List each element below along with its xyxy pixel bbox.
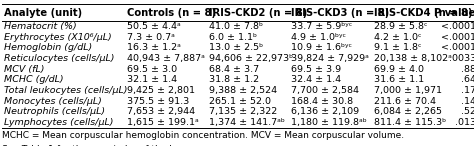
Text: Neutrophils (cells/μL): Neutrophils (cells/μL) bbox=[4, 107, 105, 116]
Text: 50.5 ± 4.4ᵃ: 50.5 ± 4.4ᵃ bbox=[127, 22, 181, 31]
Text: 41.0 ± 7.8ᵇ: 41.0 ± 7.8ᵇ bbox=[209, 22, 263, 31]
Text: 20,138 ± 8,102ᵃ: 20,138 ± 8,102ᵃ bbox=[374, 54, 452, 63]
Text: 4.2 ± 1.0ᶜ: 4.2 ± 1.0ᶜ bbox=[374, 33, 421, 42]
Text: 265.1 ± 52.0: 265.1 ± 52.0 bbox=[209, 97, 271, 106]
Text: 7,653 ± 2,944: 7,653 ± 2,944 bbox=[127, 107, 195, 116]
Text: 10.9 ± 1.6ᵇʸᶜ: 10.9 ± 1.6ᵇʸᶜ bbox=[292, 43, 353, 52]
Text: 39,824 ± 7,929ᵃ: 39,824 ± 7,929ᵃ bbox=[292, 54, 369, 63]
Text: .013: .013 bbox=[455, 118, 474, 127]
Text: MCV (fL): MCV (fL) bbox=[4, 65, 45, 74]
Text: Reticulocytes (cells/μL): Reticulocytes (cells/μL) bbox=[4, 54, 115, 63]
Text: 40,943 ± 7,887ᵃ: 40,943 ± 7,887ᵃ bbox=[127, 54, 204, 63]
Text: 6,084 ± 2,265: 6,084 ± 2,265 bbox=[374, 107, 442, 116]
Text: 9,388 ± 2,524: 9,388 ± 2,524 bbox=[209, 86, 277, 95]
Text: MCHC = Mean corpuscular hemoglobin concentration. MCV = Mean corpuscular volume.: MCHC = Mean corpuscular hemoglobin conce… bbox=[2, 131, 404, 140]
Text: 7,135 ± 2,322: 7,135 ± 2,322 bbox=[209, 107, 277, 116]
Text: IRIS-CKD4 (n = 8): IRIS-CKD4 (n = 8) bbox=[374, 8, 472, 18]
Text: 33.7 ± 5.9ᵇʸᶜ: 33.7 ± 5.9ᵇʸᶜ bbox=[292, 22, 353, 31]
Text: Hematocrit (%): Hematocrit (%) bbox=[4, 22, 77, 31]
Text: Monocytes (cells/μL): Monocytes (cells/μL) bbox=[4, 97, 102, 106]
Text: .52: .52 bbox=[461, 107, 474, 116]
Text: 68.4 ± 3.7: 68.4 ± 3.7 bbox=[209, 65, 259, 74]
Text: .17: .17 bbox=[461, 86, 474, 95]
Text: .14: .14 bbox=[461, 97, 474, 106]
Text: 1,615 ± 199.1ᵃ: 1,615 ± 199.1ᵃ bbox=[127, 118, 199, 127]
Text: 28.9 ± 5.8ᶜ: 28.9 ± 5.8ᶜ bbox=[374, 22, 428, 31]
Text: 9.1 ± 1.8ᶜ: 9.1 ± 1.8ᶜ bbox=[374, 43, 421, 52]
Text: MCHC (g/dL): MCHC (g/dL) bbox=[4, 75, 64, 84]
Text: .64: .64 bbox=[461, 75, 474, 84]
Text: 6,136 ± 2,109: 6,136 ± 2,109 bbox=[292, 107, 359, 116]
Text: 811.4 ± 115.3ᵇ: 811.4 ± 115.3ᵇ bbox=[374, 118, 446, 127]
Text: 7,000 ± 1,971: 7,000 ± 1,971 bbox=[374, 86, 442, 95]
Text: 13.0 ± 2.5ᵇ: 13.0 ± 2.5ᵇ bbox=[209, 43, 263, 52]
Text: IRIS-CKD3 (n = 8): IRIS-CKD3 (n = 8) bbox=[292, 8, 390, 18]
Text: <.0001: <.0001 bbox=[441, 22, 474, 31]
Text: Erythrocytes (X10⁶/μL): Erythrocytes (X10⁶/μL) bbox=[4, 33, 112, 42]
Text: <.0001: <.0001 bbox=[441, 43, 474, 52]
Text: Lymphocytes (cells/μL): Lymphocytes (cells/μL) bbox=[4, 118, 114, 127]
Text: 4.9 ± 1.0ᵇʸᶜ: 4.9 ± 1.0ᵇʸᶜ bbox=[292, 33, 346, 42]
Text: 69.5 ± 3.0: 69.5 ± 3.0 bbox=[127, 65, 177, 74]
Text: Total leukocytes (cells/μL): Total leukocytes (cells/μL) bbox=[4, 86, 128, 95]
Text: .88: .88 bbox=[461, 65, 474, 74]
Text: 31.6 ± 1.1: 31.6 ± 1.1 bbox=[374, 75, 424, 84]
Text: 7.3 ± 0.7ᵃ: 7.3 ± 0.7ᵃ bbox=[127, 33, 174, 42]
Text: Controls (n = 8): Controls (n = 8) bbox=[127, 8, 216, 18]
Text: 6.0 ± 1.1ᵇ: 6.0 ± 1.1ᵇ bbox=[209, 33, 257, 42]
Text: See Table 1 for the remainder of the key.: See Table 1 for the remainder of the key… bbox=[2, 145, 187, 146]
Text: <.0001: <.0001 bbox=[441, 33, 474, 42]
Text: 7,700 ± 2,584: 7,700 ± 2,584 bbox=[292, 86, 359, 95]
Text: 16.3 ± 1.2ᵃ: 16.3 ± 1.2ᵃ bbox=[127, 43, 181, 52]
Text: 94,606 ± 22,973ᵇ: 94,606 ± 22,973ᵇ bbox=[209, 54, 293, 63]
Text: .0033: .0033 bbox=[448, 54, 474, 63]
Text: 168.4 ± 30.8: 168.4 ± 30.8 bbox=[292, 97, 354, 106]
Text: P value: P value bbox=[435, 8, 474, 18]
Text: 32.4 ± 1.4: 32.4 ± 1.4 bbox=[292, 75, 341, 84]
Text: 69.9 ± 4.0: 69.9 ± 4.0 bbox=[374, 65, 424, 74]
Text: 32.1 ± 1.4: 32.1 ± 1.4 bbox=[127, 75, 177, 84]
Text: 9,425 ± 2,801: 9,425 ± 2,801 bbox=[127, 86, 195, 95]
Text: 375.5 ± 91.3: 375.5 ± 91.3 bbox=[127, 97, 189, 106]
Text: 69.5 ± 3.9: 69.5 ± 3.9 bbox=[292, 65, 341, 74]
Text: IRIS-CKD2 (n = 8): IRIS-CKD2 (n = 8) bbox=[209, 8, 307, 18]
Text: 1,180 ± 119.8ᵃᵇ: 1,180 ± 119.8ᵃᵇ bbox=[292, 118, 367, 127]
Text: 211.6 ± 70.4: 211.6 ± 70.4 bbox=[374, 97, 436, 106]
Text: 1,374 ± 141.7ᵃᵇ: 1,374 ± 141.7ᵃᵇ bbox=[209, 118, 285, 127]
Text: 31.8 ± 1.2: 31.8 ± 1.2 bbox=[209, 75, 259, 84]
Text: Hemoglobin (g/dL): Hemoglobin (g/dL) bbox=[4, 43, 92, 52]
Text: Analyte (unit): Analyte (unit) bbox=[4, 8, 82, 18]
